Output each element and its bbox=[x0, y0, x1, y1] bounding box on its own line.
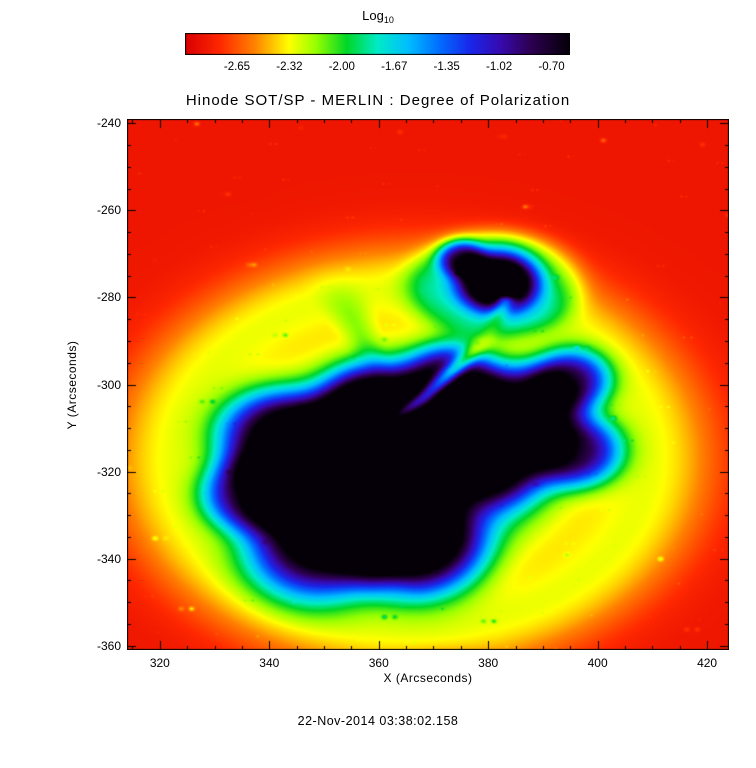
x-tick-label: 380 bbox=[478, 656, 499, 670]
colorbar-tick-label: -2.65 bbox=[223, 61, 251, 73]
x-tick-label: 420 bbox=[697, 656, 718, 670]
heatmap-canvas bbox=[127, 119, 729, 650]
colorbar-tick-label: -2.00 bbox=[328, 61, 355, 73]
colorbar-title-main: Log bbox=[362, 8, 384, 23]
colorbar-tick-label: -0.70 bbox=[538, 61, 565, 73]
colorbar-canvas bbox=[185, 33, 570, 55]
colorbar-tick-label: -2.32 bbox=[276, 61, 303, 73]
x-tick-label: 320 bbox=[149, 656, 170, 670]
y-tick-label: -360 bbox=[96, 638, 121, 653]
colorbar-tick-label: -1.02 bbox=[485, 61, 513, 73]
x-axis-label: X (Arcseconds) bbox=[383, 671, 473, 685]
plot-title: Hinode SOT/SP - MERLIN : Degree of Polar… bbox=[185, 92, 571, 109]
y-tick-label: -340 bbox=[96, 551, 121, 566]
y-axis-label: Y (Arcseconds) bbox=[65, 340, 79, 430]
y-tick-label: -240 bbox=[96, 116, 121, 131]
x-tick-label: 340 bbox=[259, 656, 280, 670]
timestamp: 22-Nov-2014 03:38:02.158 bbox=[297, 714, 459, 728]
colorbar-title: Log10 bbox=[0, 8, 756, 25]
y-tick-label: -280 bbox=[96, 290, 121, 305]
y-tick-label: -260 bbox=[96, 203, 121, 218]
y-tick-label: -300 bbox=[96, 377, 121, 392]
colorbar-tick-label: -1.35 bbox=[433, 61, 460, 73]
y-tick-label: -320 bbox=[96, 464, 121, 479]
colorbar-tick-label: -1.67 bbox=[381, 61, 408, 73]
x-tick-label: 400 bbox=[587, 656, 608, 670]
x-tick-label: 360 bbox=[368, 656, 389, 670]
colorbar-title-sub: 10 bbox=[383, 15, 394, 25]
